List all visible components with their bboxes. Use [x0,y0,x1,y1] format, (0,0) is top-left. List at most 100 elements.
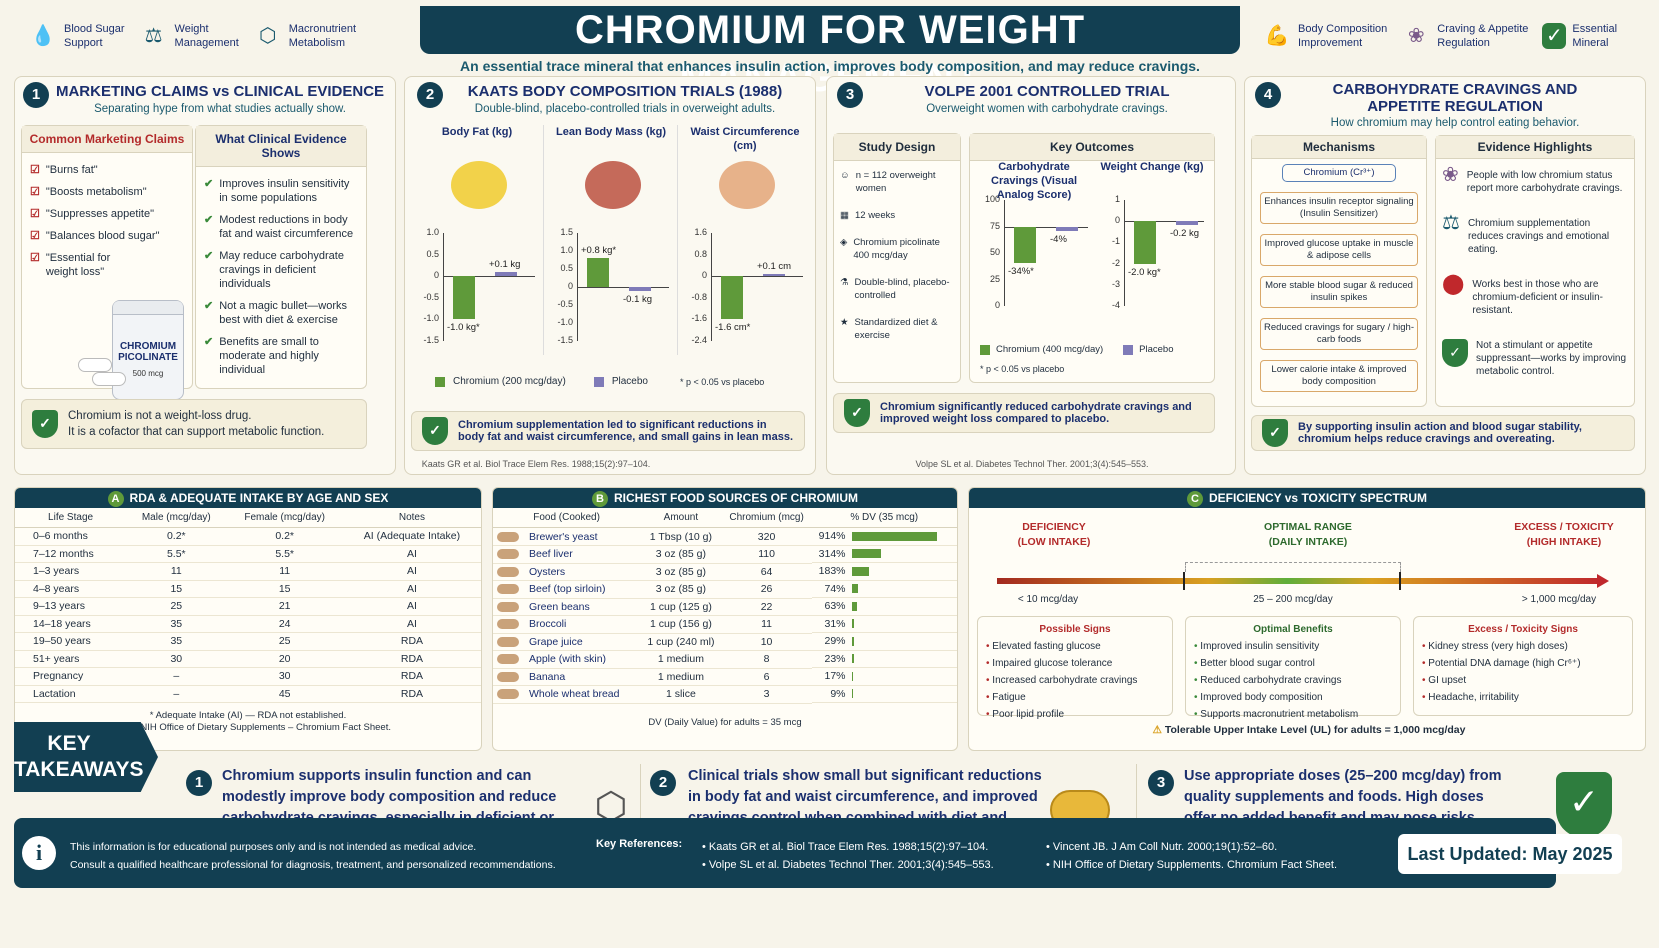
zero-line [443,276,535,278]
dv-bar [851,636,855,646]
table-cell: RDA [342,667,481,686]
dv-bar [851,566,869,576]
data-label: -0.1 kg [623,293,653,305]
tick-label: 1.5 [560,227,573,237]
shield-check-icon: ✓ [1442,339,1468,367]
chart-title: Waist Circumference (cm) [690,126,800,152]
panel-subtitle: How chromium may help control eating beh… [1330,117,1580,129]
table-cell: 22 [721,598,812,616]
chart-title: Body Fat (kg) [441,126,513,138]
bar-placebo [629,287,651,291]
tick-label: 1 [1114,194,1120,204]
cell-text: Oysters [529,565,566,578]
list-item: ✔ Benefits are small to moderate and high… [204,336,319,376]
macronutrient-feature: ⬡ Macronutrient Metabolism [253,21,356,51]
panel-note: ✓ Chromium significantly reduced carbohyd… [833,393,1215,433]
table-cell: RDA [342,650,481,668]
data-label: +0.1 kg [489,258,521,270]
capsule-icon [78,358,112,372]
table-cell: 11 [126,562,227,581]
cell-text: Green beans [529,600,590,613]
bar-chromium [1014,226,1036,263]
tick-label: 100 [984,194,1000,204]
tick-label: -1.5 [423,335,439,345]
panel-title: MARKETING CLAIMS vs CLINICAL EVIDENCE [55,83,385,100]
list-item: • Better blood sugar control [1194,658,1315,669]
tick-label: 0.5 [560,263,573,273]
runner-icon: ★ [840,317,849,328]
y-axis [1124,200,1125,306]
feature-label: Body Composition Improvement [1298,23,1388,49]
arm-icon: 💪 [1264,25,1290,47]
section-header: A RDA & ADEQUATE INTAKE BY AGE AND SEX [15,488,481,508]
legend-swatch-placebo [593,376,604,387]
feature-label: Essential Mineral [1572,23,1618,49]
table-row: 14–18 years 35 24 AI [15,615,481,633]
references-label: Key References: [596,838,683,850]
table-cell: AI [342,545,481,563]
table-cell: Brewer's yeast [493,527,641,546]
list-item: ☺ n = 112 overweight women [840,170,936,194]
table-cell: 14–18 years [15,615,127,633]
table-header-row: Life Stage Male (mcg/day) Female (mcg/day)… [15,508,481,528]
table-cell: 8 [721,650,812,669]
cell-text: 9% [830,687,846,700]
food-icon [497,549,519,560]
table-cell: 30 [126,650,227,668]
x-check-icon: ☑ [30,252,40,264]
column-header: Life Stage [15,508,127,528]
y-axis [1004,200,1005,306]
panel-number: 3 [837,82,863,108]
study-design-heading: Study Design [834,134,960,161]
optimal-benefits-box: Optimal Benefits • Improved insulin sens… [1185,616,1401,720]
food-icon [497,654,519,665]
food-icon [497,636,519,647]
tick-label: -0.8 [691,291,707,302]
check-circle-icon: ✔ [204,336,214,348]
flow-step: Chromium (Cr³⁺) [1282,164,1396,182]
tick-label: -4 [1111,300,1120,310]
table-cell: 1 medium [640,668,722,686]
table-row: Apple (with skin) 1 medium 8 23% [493,650,957,669]
tick-label: 0.5 [426,248,439,259]
table-cell: 1 cup (125 g) [640,598,722,616]
section-header: C DEFICIENCY vs TOXICITY SPECTRUM [969,488,1645,508]
claims-list: ☑ "Burns fat" ☑ "Boosts metabolism" ☑ "Supp… [22,153,192,297]
optimal-bracket [1185,562,1401,572]
data-label: +0.8 kg* [581,245,617,257]
tick-label: 0 [567,281,573,291]
study-design-box: Study Design ☺ n = 112 overweight women ▦… [833,133,961,383]
column-header: Chromium (mcg) [721,508,812,528]
possible-signs-box: Possible Signs • Elevated fasting glucos… [977,616,1173,720]
table-cell: 11 [226,562,343,581]
table-row: Broccoli 1 cup (156 g) 11 31% [493,615,957,634]
cell-text: 29% [824,635,846,648]
panel-note: ✓ By supporting insulin action and blood … [1251,415,1635,451]
data-label: +0.1 cm [757,260,792,272]
shield-check-icon: ✓ [32,410,58,438]
table-cell: 20 [226,650,343,668]
tick-label: 1.0 [560,245,573,255]
column-header: Food (Cooked) [493,508,641,528]
blood-drop-icon: 💧 [30,25,56,47]
tick-label: 1.0 [426,227,439,237]
section-letter: C [1186,491,1203,507]
list-item: • Poor lipid profile [986,709,1065,720]
info-icon: i [22,836,56,870]
reference-item: • Volpe SL et al. Diabetes Technol Ther.… [702,859,994,871]
table-cell: 1 medium [640,650,722,669]
divider [1136,764,1137,850]
flask-icon: ⚗ [840,277,849,288]
food-sources-panel: B RICHEST FOOD SOURCES OF CHROMIUM Food (… [492,487,958,751]
list-item: ☑ "Balances blood sugar" [30,230,160,242]
table-cell: 15 [226,580,343,598]
table-cell: 29% [811,633,957,651]
craving-feature: ❀ Craving & Appetite Regulation [1401,21,1529,51]
tick-label: -1.0 [423,313,439,324]
bar-chromium [453,276,475,320]
table-cell: 9% [811,686,957,703]
references-col-2: • Vincent JB. J Am Coll Nutr. 2000;19(1)… [1046,838,1337,874]
key-takeaways-label: KEY TAKEAWAYS [14,722,158,792]
optimal-intake-value: 25 – 200 mcg/day [1253,594,1333,605]
toxicity-label: EXCESS / TOXICITY (HIGH INTAKE) [1514,521,1614,548]
